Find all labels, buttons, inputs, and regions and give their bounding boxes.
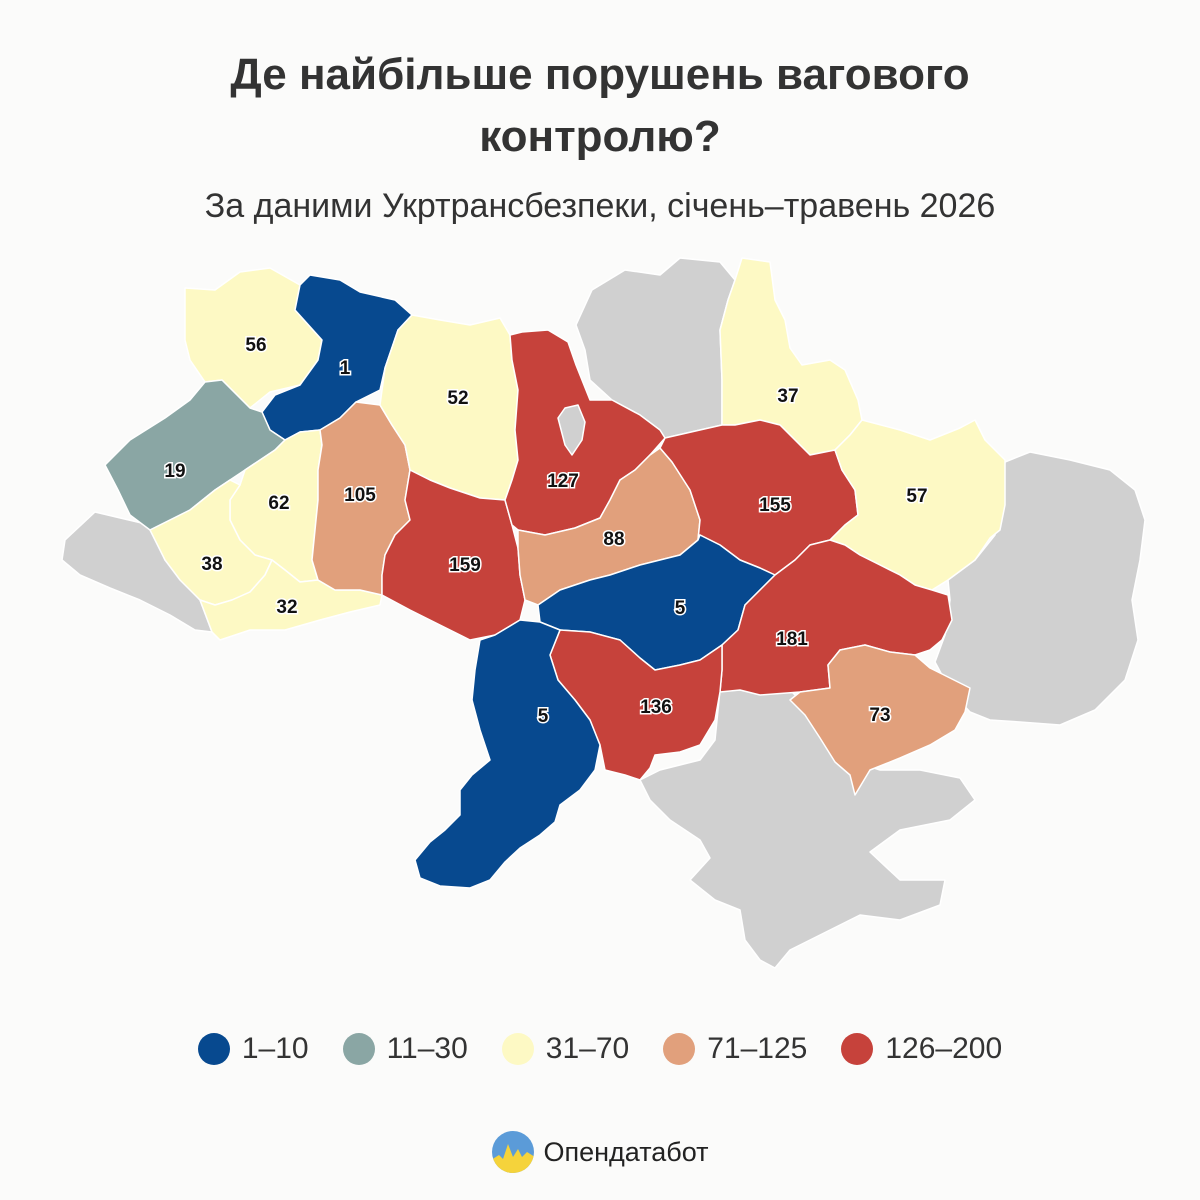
no-data-area-south xyxy=(639,689,976,969)
legend-item: 1–10 xyxy=(197,1032,309,1066)
legend-item: 11–30 xyxy=(342,1032,468,1066)
region-label-r15: 5 xyxy=(675,598,686,619)
legend-label: 31–70 xyxy=(545,1032,630,1065)
legend-item: 126–200 xyxy=(841,1032,1002,1066)
legend-item: 31–70 xyxy=(501,1032,630,1066)
legend-swatch xyxy=(663,1033,696,1065)
region-label-r06: 32 xyxy=(276,597,297,618)
legend-swatch xyxy=(501,1033,534,1065)
region-label-r10: 127 xyxy=(547,471,579,492)
legend-label: 11–30 xyxy=(386,1032,468,1065)
water-body xyxy=(557,404,586,456)
legend-swatch xyxy=(841,1033,874,1065)
region-label-r05: 38 xyxy=(201,554,222,575)
legend-swatch xyxy=(197,1033,230,1065)
region-r14[interactable] xyxy=(829,419,1006,591)
legend-item: 71–125 xyxy=(663,1032,807,1066)
region-label-r11: 88 xyxy=(603,529,624,550)
brand-logo-icon xyxy=(492,1131,535,1173)
region-label-r01: 56 xyxy=(245,335,266,356)
region-label-r17: 73 xyxy=(869,705,890,726)
region-r17[interactable] xyxy=(789,644,971,796)
region-label-r02: 1 xyxy=(340,358,351,379)
region-label-r13: 155 xyxy=(759,495,791,516)
region-label-r07: 105 xyxy=(344,485,376,506)
legend-label: 126–200 xyxy=(885,1032,1003,1065)
region-label-r18: 136 xyxy=(640,697,672,718)
region-r19[interactable] xyxy=(414,619,601,889)
map-title: Де найбільше порушень вагового контролю? xyxy=(0,44,1200,168)
region-label-r14: 57 xyxy=(906,486,927,507)
brand-name: Опендатабот xyxy=(543,1136,709,1167)
legend-label: 1–10 xyxy=(241,1032,309,1065)
legend-label: 71–125 xyxy=(707,1032,808,1065)
region-label-r03: 19 xyxy=(164,461,185,482)
map-subtitle: За даними Укртрансбезпеки, січень–травен… xyxy=(204,187,996,225)
region-label-r12: 37 xyxy=(777,386,798,407)
region-label-r08: 52 xyxy=(447,388,468,409)
region-label-r16: 181 xyxy=(776,629,808,650)
title-line-1: Де найбільше порушень вагового xyxy=(230,50,970,99)
region-label-r04: 62 xyxy=(268,493,289,514)
region-label-r09: 159 xyxy=(449,555,481,576)
legend-swatch xyxy=(342,1033,375,1065)
region-label-r19: 5 xyxy=(538,706,549,727)
legend: 1–10 11–30 31–70 71–125 126–200 xyxy=(0,1032,1200,1066)
brand: Опендатабот xyxy=(0,1130,1200,1174)
title-line-2: контролю? xyxy=(479,112,721,161)
